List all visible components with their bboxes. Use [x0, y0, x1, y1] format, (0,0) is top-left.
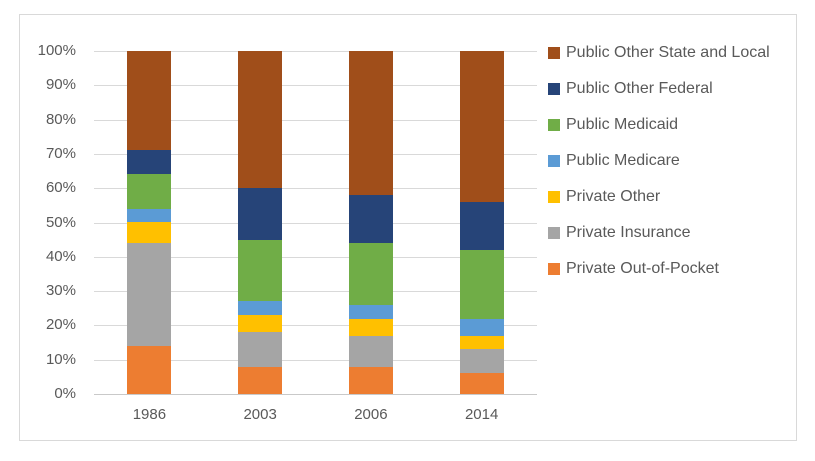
x-axis-tick-label: 2014: [464, 406, 499, 423]
bar-segment: [459, 349, 504, 374]
stacked-bar-1986: [127, 51, 172, 394]
y-axis-tick-label: 60%: [45, 179, 76, 197]
legend-item: Public Medicaid: [548, 107, 770, 143]
bar-segment: [459, 318, 504, 336]
gridline: [94, 153, 537, 155]
chart-frame: 100% 90% 80% 70% 60% 50% 40% 30% 20% 10% 0% 1986 200…: [19, 14, 797, 441]
legend-swatch-icon: [548, 119, 560, 131]
bar-segment: [459, 335, 504, 350]
y-axis-tick-label: 40%: [45, 247, 76, 265]
legend-item: Private Other: [548, 179, 770, 215]
plot-area: 100% 90% 80% 70% 60% 50% 40% 30% 20% 10% 0% 1986 200…: [38, 42, 537, 423]
bar-segment: [459, 373, 504, 394]
x-axis-tick-label: 2006: [354, 406, 388, 423]
gridline: [94, 325, 537, 327]
gridline: [94, 359, 537, 361]
stacked-bar-2003: [238, 51, 283, 394]
legend-label: Public Other State and Local: [566, 44, 770, 61]
bar-segment: [127, 174, 172, 209]
legend-swatch-icon: [548, 47, 560, 59]
y-axis-tick-label: 20%: [45, 316, 76, 334]
bar-segment: [348, 243, 393, 305]
legend-swatch-icon: [548, 227, 560, 239]
bar-segment: [238, 188, 283, 240]
stacked-bar-2014: [459, 51, 504, 394]
y-axis-tick-label: 0%: [54, 385, 76, 402]
bar-segment: [127, 243, 172, 346]
bar-segment: [127, 150, 172, 175]
bar-segment: [238, 366, 283, 394]
bar-segment: [348, 195, 393, 244]
bar-segment: [127, 222, 172, 244]
legend-item: Private Out-of-Pocket: [548, 251, 770, 287]
y-axis-tick-label: 80%: [45, 110, 76, 128]
legend-swatch-icon: [548, 155, 560, 167]
bar-segment: [127, 345, 172, 394]
legend-swatch-icon: [548, 83, 560, 95]
legend-item: Public Medicare: [548, 143, 770, 179]
stacked-bar-2006: [348, 51, 393, 394]
legend-item: Public Other Federal: [548, 71, 770, 107]
bar-segment: [238, 239, 283, 302]
gridline: [94, 291, 537, 293]
y-axis-tick-label: 70%: [45, 144, 76, 162]
legend-swatch-icon: [548, 191, 560, 203]
legend-label: Private Insurance: [566, 224, 691, 241]
y-axis-tick-label: 30%: [45, 282, 76, 300]
gridline: [94, 119, 537, 121]
legend-item: Public Other State and Local: [548, 35, 770, 71]
gridline: [94, 188, 537, 190]
gridline: [94, 51, 537, 52]
legend-label: Public Medicaid: [566, 116, 679, 133]
y-axis-tick-label: 50%: [45, 213, 76, 231]
bar-segment: [348, 304, 393, 319]
bar-segment: [238, 332, 283, 367]
y-axis-tick-label: 90%: [45, 76, 76, 94]
legend-label: Private Out-of-Pocket: [566, 260, 719, 277]
bar-segment: [459, 201, 504, 250]
y-axis-tick-label: 100%: [37, 42, 76, 59]
legend-label: Private Other: [566, 188, 661, 205]
bar-segment: [348, 51, 393, 196]
bar-segment: [238, 315, 283, 333]
bar-segment: [348, 318, 393, 336]
gridline: [94, 85, 537, 87]
bar-segment: [348, 366, 393, 394]
bar-segment: [127, 51, 172, 151]
legend-label: Public Other Federal: [566, 80, 713, 97]
bar-segment: [459, 249, 504, 319]
bar-segment: [459, 51, 504, 202]
gridline: [94, 222, 537, 224]
bar-segment: [348, 335, 393, 367]
legend-swatch-icon: [548, 263, 560, 275]
gridline: [94, 256, 537, 258]
legend-label: Public Medicare: [566, 152, 680, 169]
legend-item: Private Insurance: [548, 215, 770, 251]
x-axis-tick-label: 1986: [132, 406, 167, 423]
y-axis-tick-label: 10%: [45, 350, 76, 368]
legend: Public Other State and Local Public Other…: [548, 35, 770, 287]
bar-segment: [238, 51, 283, 189]
gridline: [94, 394, 537, 395]
bar-segment: [127, 208, 172, 223]
x-axis-tick-label: 2003: [243, 406, 277, 423]
bar-segment: [238, 301, 283, 316]
